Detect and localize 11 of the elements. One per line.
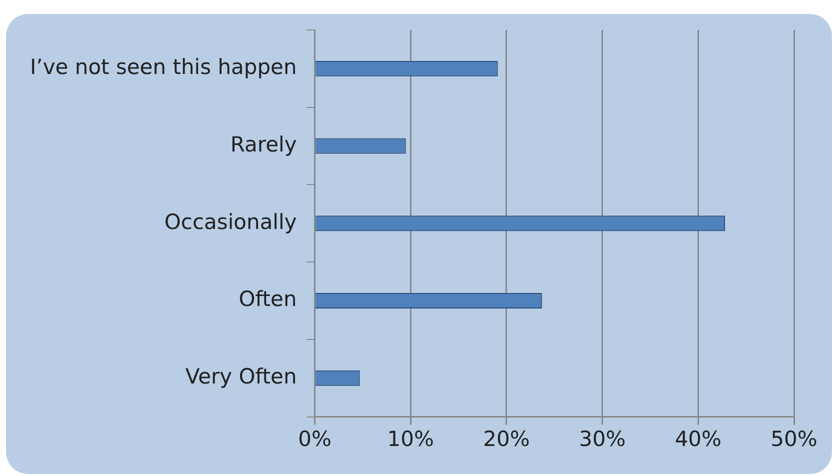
y-tick-label: Often: [238, 287, 297, 312]
y-tick-label: Occasionally: [164, 210, 297, 234]
x-tick-label: 30%: [578, 426, 626, 451]
y-tick-label: I’ve not seen this happen: [30, 55, 297, 80]
x-tick-label: 20%: [483, 426, 530, 451]
x-tick-label: 0%: [298, 426, 332, 451]
x-tick-label: 40%: [674, 426, 722, 451]
x-tick-label: 50%: [770, 426, 818, 451]
y-tick-label: Rarely: [230, 132, 297, 156]
x-tick-label: 10%: [387, 426, 434, 451]
y-tick-label: Very Often: [185, 364, 297, 389]
